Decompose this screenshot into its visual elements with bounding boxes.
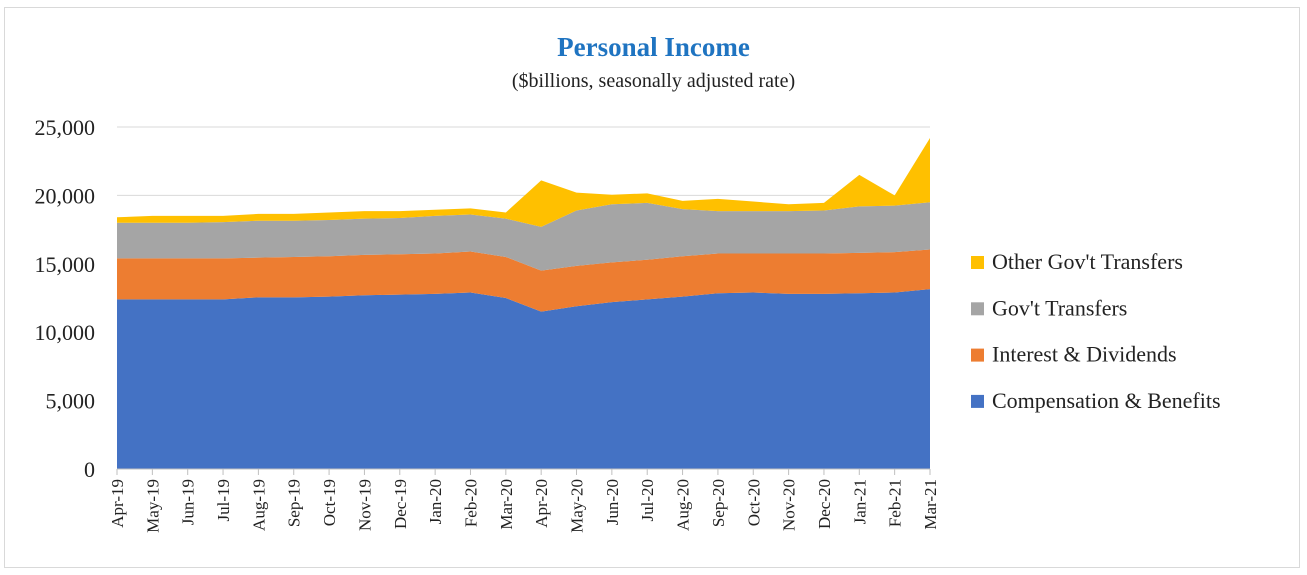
x-tick-label: Dec-20	[815, 479, 834, 529]
y-tick-label: 0	[84, 457, 95, 482]
x-tick-label: Jan-20	[426, 479, 445, 524]
legend: Other Gov't Transfers Gov't Transfers Inte…	[971, 249, 1221, 413]
axes	[116, 468, 931, 475]
y-axis-ticks: 0 5,000 10,000 15,000 20,000 25,000	[35, 115, 96, 482]
y-tick-label: 25,000	[35, 115, 96, 140]
legend-swatch	[971, 302, 984, 316]
x-tick-label: Jul-20	[638, 479, 657, 522]
chart-title: Personal Income	[557, 32, 750, 62]
chart-subtitle: ($billions, seasonally adjusted rate)	[511, 70, 796, 92]
legend-swatch	[971, 256, 984, 269]
x-tick-label: Jun-19	[179, 479, 198, 525]
x-tick-label: Oct-20	[744, 479, 763, 526]
legend-label: Compensation & Benefits	[992, 388, 1221, 413]
x-tick-label: May-19	[143, 479, 162, 533]
legend-swatch	[971, 394, 984, 408]
x-tick-label: Sep-19	[285, 479, 304, 527]
x-tick-label: May-20	[568, 479, 587, 533]
area-series-2	[117, 249, 930, 312]
x-tick-label: Oct-19	[320, 479, 339, 526]
x-tick-label: Feb-21	[886, 479, 905, 527]
x-tick-label: Nov-20	[780, 479, 799, 531]
x-axis-ticks: Apr-19 May-19 Jun-19 Jul-19 Aug-19 Sep-19 Oct-…	[108, 479, 940, 533]
x-tick-label: Dec-19	[391, 479, 410, 529]
y-tick-label: 15,000	[35, 252, 96, 277]
legend-swatch	[971, 348, 984, 362]
x-tick-label: Aug-19	[249, 479, 268, 531]
y-tick-label: 5,000	[46, 389, 96, 414]
legend-label: Other Gov't Transfers	[992, 249, 1183, 274]
legend-label: Gov't Transfers	[992, 295, 1127, 320]
x-tick-label: Sep-20	[709, 479, 728, 527]
x-tick-label: Mar-21	[921, 479, 940, 530]
stacked-areas	[117, 137, 930, 469]
y-tick-label: 10,000	[35, 320, 96, 345]
x-tick-label: Jul-19	[214, 479, 233, 522]
x-tick-label: Mar-20	[497, 479, 516, 530]
x-tick-label: Jun-20	[603, 479, 622, 525]
x-tick-label: Nov-19	[355, 479, 374, 531]
area-series-4	[117, 137, 930, 227]
y-tick-label: 20,000	[35, 183, 96, 208]
area-series-1	[117, 289, 930, 469]
area-series-3	[117, 202, 930, 271]
x-tick-label: Feb-20	[461, 479, 480, 527]
x-tick-label: Apr-19	[108, 479, 127, 528]
x-tick-label: Apr-20	[532, 479, 551, 528]
x-tick-label: Aug-20	[674, 479, 693, 531]
x-tick-label: Jan-21	[850, 479, 869, 524]
legend-label: Interest & Dividends	[992, 342, 1177, 367]
